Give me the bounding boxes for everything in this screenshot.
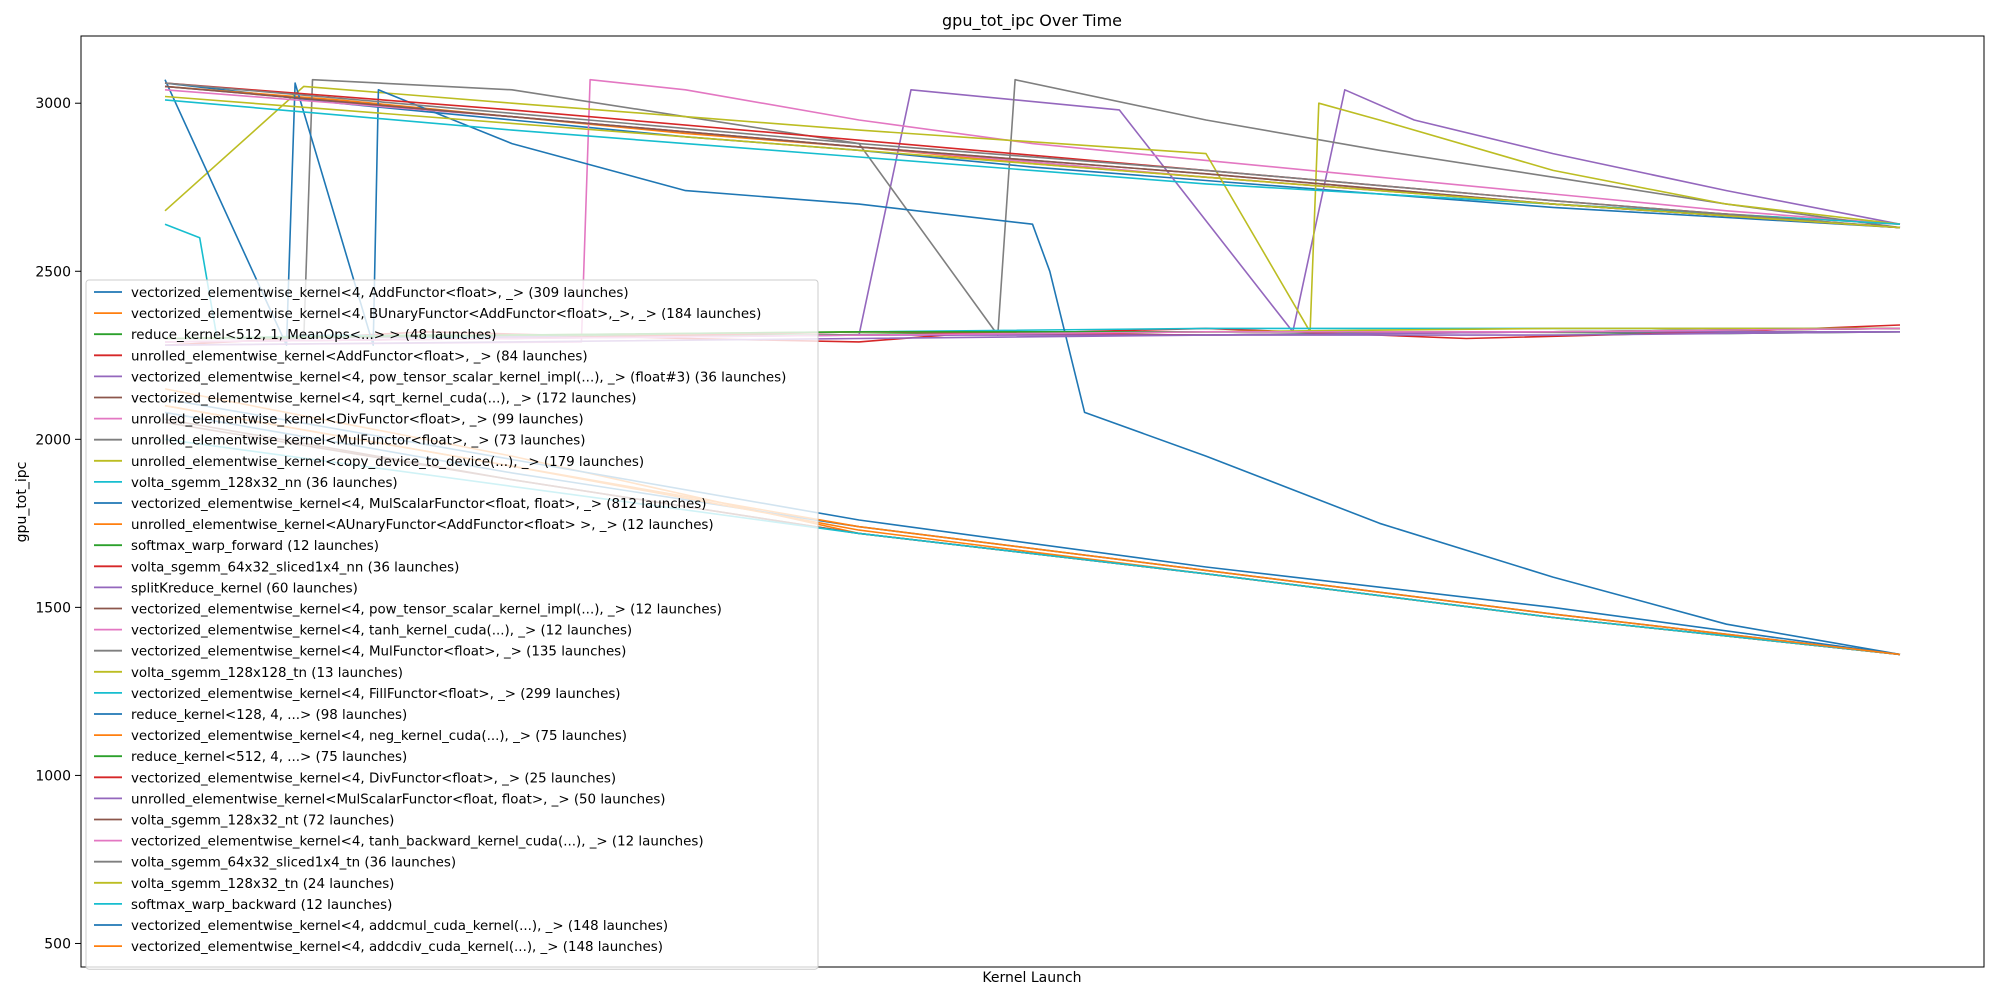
legend-entry: volta_sgemm_128x128_tn (13 launches) bbox=[131, 666, 403, 681]
legend-entry: unrolled_elementwise_kernel<DivFunctor<f… bbox=[131, 413, 584, 428]
y-tick-label: 1500 bbox=[35, 600, 71, 616]
legend-box bbox=[85, 279, 819, 970]
y-axis-label: gpu_tot_ipc bbox=[14, 462, 30, 543]
legend-entry: volta_sgemm_64x32_sliced1x4_nn (36 launc… bbox=[131, 560, 459, 575]
legend-entry: reduce_kernel<128, 4, ...> (98 launches) bbox=[131, 708, 407, 723]
series-line-27 bbox=[164, 82, 1901, 229]
legend-entry: unrolled_elementwise_kernel<MulFunctor<f… bbox=[131, 434, 585, 449]
legend-entry: vectorized_elementwise_kernel<4, neg_ker… bbox=[131, 729, 627, 744]
legend: vectorized_elementwise_kernel<4, AddFunc… bbox=[85, 279, 819, 970]
legend-entry: vectorized_elementwise_kernel<4, addcdiv… bbox=[131, 940, 663, 955]
legend-entry: vectorized_elementwise_kernel<4, addcmul… bbox=[131, 919, 668, 934]
series-line-28 bbox=[164, 95, 1901, 229]
legend-entry: vectorized_elementwise_kernel<4, tanh_ke… bbox=[131, 624, 632, 639]
series-line-6 bbox=[164, 78, 1901, 346]
legend-entry: vectorized_elementwise_kernel<4, FillFun… bbox=[131, 687, 621, 702]
legend-entry: vectorized_elementwise_kernel<4, MulFunc… bbox=[131, 645, 626, 660]
legend-entry: volta_sgemm_128x32_nn (36 launches) bbox=[131, 476, 398, 491]
y-tick-label: 2500 bbox=[35, 264, 71, 280]
legend-entry: volta_sgemm_128x32_nt (72 launches) bbox=[131, 814, 394, 829]
legend-entry: softmax_warp_backward (12 launches) bbox=[131, 898, 392, 913]
y-tick-label: 2000 bbox=[35, 432, 71, 448]
legend-entry: reduce_kernel<512, 4, ...> (75 launches) bbox=[131, 750, 407, 765]
legend-entry: splitKreduce_kernel (60 launches) bbox=[131, 581, 358, 596]
legend-entry: volta_sgemm_64x32_sliced1x4_tn (36 launc… bbox=[131, 856, 456, 871]
y-tick-label: 500 bbox=[44, 936, 71, 952]
legend-entry: softmax_warp_forward (12 launches) bbox=[131, 539, 379, 554]
legend-entry: volta_sgemm_128x32_tn (24 launches) bbox=[131, 877, 394, 892]
legend-entry: vectorized_elementwise_kernel<4, pow_ten… bbox=[131, 603, 722, 618]
legend-entry: unrolled_elementwise_kernel<MulScalarFun… bbox=[131, 792, 666, 807]
chart-title: gpu_tot_ipc Over Time bbox=[942, 11, 1122, 31]
legend-entry: vectorized_elementwise_kernel<4, pow_ten… bbox=[131, 370, 786, 385]
y-tick-label: 3000 bbox=[35, 96, 71, 112]
y-axis: 500 1000 1500 2000 2500 3000 bbox=[35, 96, 81, 952]
legend-entry: vectorized_elementwise_kernel<4, sqrt_ke… bbox=[131, 392, 636, 407]
legend-entry: vectorized_elementwise_kernel<4, MulScal… bbox=[131, 497, 706, 512]
legend-entry: vectorized_elementwise_kernel<4, DivFunc… bbox=[131, 771, 616, 786]
x-axis-label: Kernel Launch bbox=[982, 970, 1081, 986]
series-line-4 bbox=[164, 89, 1901, 340]
legend-entry: vectorized_elementwise_kernel<4, BUnaryF… bbox=[131, 307, 761, 322]
series-line-10 bbox=[164, 79, 1901, 656]
legend-entry: unrolled_elementwise_kernel<AddFunctor<f… bbox=[131, 349, 588, 364]
legend-entry: unrolled_elementwise_kernel<AUnaryFuncto… bbox=[131, 518, 714, 533]
legend-entry: reduce_kernel<512, 1, MeanOps<...> > (48… bbox=[131, 328, 496, 343]
legend-entry: vectorized_elementwise_kernel<4, AddFunc… bbox=[131, 286, 629, 301]
legend-entry: unrolled_elementwise_kernel<copy_device_… bbox=[131, 455, 644, 470]
y-tick-label: 1000 bbox=[35, 768, 71, 784]
legend-entry: vectorized_elementwise_kernel<4, tanh_ba… bbox=[131, 835, 704, 850]
